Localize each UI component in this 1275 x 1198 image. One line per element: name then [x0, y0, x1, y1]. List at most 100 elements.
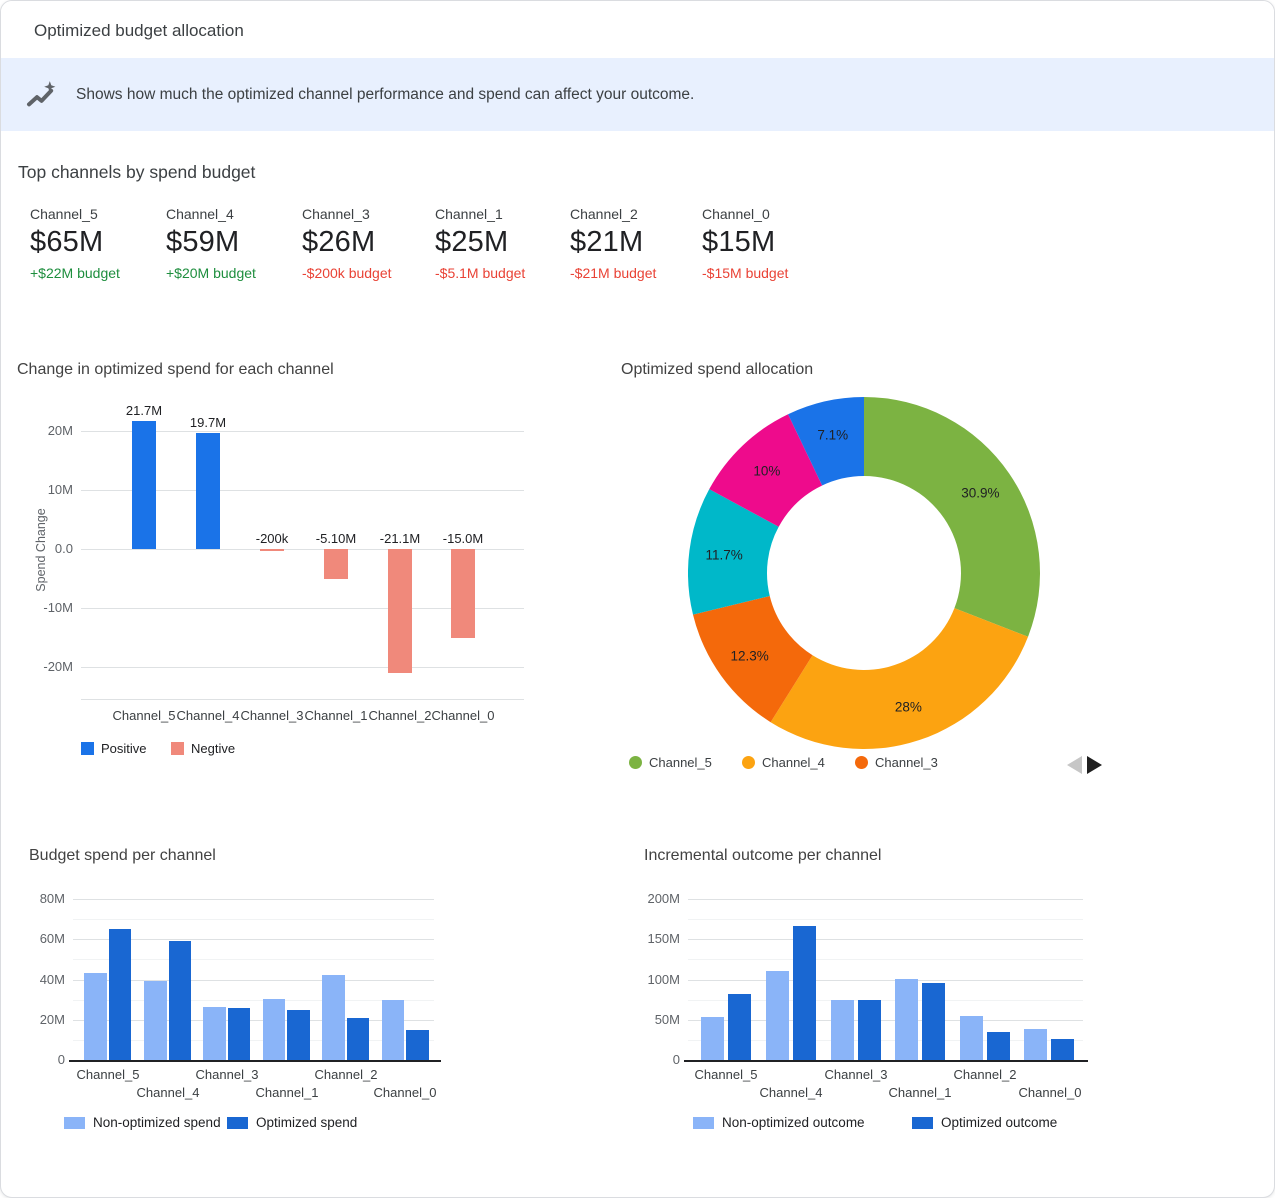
channel-card-channel_0[interactable]: Channel_0 $15M -$15M budget: [702, 206, 832, 281]
channel-name: Channel_1: [435, 206, 503, 222]
x-axis-label: Channel_3: [240, 708, 304, 723]
x-axis-label: Channel_4: [176, 708, 240, 723]
bar-channel_2-non-optimized[interactable]: [322, 975, 345, 1060]
gridline-minor: [688, 919, 1083, 921]
bar-value-label: -200k: [255, 531, 289, 546]
bar-channel_1-spend-change[interactable]: [324, 549, 348, 580]
legend-label: Optimized spend: [256, 1115, 358, 1130]
legend-item-optimized-spend[interactable]: Optimized spend: [227, 1115, 357, 1130]
bar-channel_0-non-optimized[interactable]: [1024, 1029, 1048, 1060]
donut-slice-channel_4[interactable]: [770, 608, 1029, 749]
x-axis-label: Channel_5: [76, 1067, 140, 1082]
x-axis-label: Channel_2: [368, 708, 432, 723]
legend-item-negative[interactable]: Negtive: [171, 741, 235, 756]
bar-value-label: -5.10M: [315, 531, 357, 546]
x-axis-label: Channel_3: [824, 1067, 888, 1082]
channel-card-channel_1[interactable]: Channel_1 $25M -$5.1M budget: [435, 206, 565, 281]
legend-label: Channel_4: [762, 755, 825, 770]
x-axis-label: Channel_1: [304, 708, 368, 723]
donut-slice-channel_5[interactable]: [864, 397, 1040, 637]
bar-channel_0-non-optimized[interactable]: [381, 999, 405, 1060]
donut-slice-channel_1[interactable]: [688, 489, 779, 615]
bar-channel_0-optimized[interactable]: [406, 1030, 429, 1060]
page-title: Optimized budget allocation: [34, 21, 244, 40]
chart-title: Change in optimized spend for each chann…: [17, 361, 334, 378]
x-axis-line: [69, 1060, 441, 1062]
bar-channel_3-non-optimized[interactable]: [203, 1007, 226, 1060]
legend-swatch: [171, 742, 184, 755]
channel-card-channel_2[interactable]: Channel_2 $21M -$21M budget: [570, 206, 700, 281]
bar-channel_4-optimized[interactable]: [793, 926, 816, 1060]
legend-item-channel-5[interactable]: Channel_5: [629, 755, 712, 770]
chart-title: Optimized spend allocation: [621, 361, 814, 378]
donut-slice-channel_0[interactable]: [788, 397, 864, 486]
y-tick-label: 60M: [39, 931, 65, 947]
gridline: [81, 549, 524, 550]
next-page-icon[interactable]: [1087, 756, 1102, 774]
bar-channel_3-optimized[interactable]: [227, 1007, 251, 1060]
gridline-minor: [688, 999, 1083, 1001]
legend-label: Optimized outcome: [941, 1115, 1058, 1130]
bar-channel_3-optimized[interactable]: [858, 1000, 881, 1060]
gridline: [688, 939, 1083, 941]
legend-swatch: [912, 1116, 933, 1129]
donut-slice-percentage: 12.3%: [730, 648, 769, 664]
bar-channel_5-non-optimized[interactable]: [84, 972, 107, 1060]
bar-channel_5-optimized[interactable]: [108, 929, 132, 1060]
bar-channel_3-spend-change[interactable]: [260, 549, 284, 551]
bar-channel_4-optimized[interactable]: [168, 941, 191, 1060]
bar-channel_5-non-optimized[interactable]: [701, 1016, 724, 1060]
legend-item-optimized-outcome[interactable]: Optimized outcome: [912, 1115, 1057, 1130]
channel-spend-value: $15M: [702, 226, 776, 258]
y-tick-label: 150M: [647, 931, 680, 947]
x-axis-label: Channel_0: [373, 1085, 437, 1100]
channel-spend-value: $59M: [166, 226, 240, 258]
bar-value-label: -15.0M: [442, 531, 484, 546]
donut-slice-channel_3[interactable]: [692, 595, 813, 723]
x-axis-label: Channel_0: [431, 708, 495, 723]
legend-item-non-optimized-spend[interactable]: Non-optimized spend: [64, 1115, 221, 1130]
chart-title: Incremental outcome per channel: [644, 847, 882, 864]
bar-channel_0-spend-change[interactable]: [451, 549, 475, 638]
bar-channel_4-non-optimized[interactable]: [766, 970, 789, 1060]
x-axis-line: [684, 1060, 1088, 1062]
channel-card-channel_4[interactable]: Channel_4 $59M +$20M budget: [166, 206, 296, 281]
gridline-minor: [688, 1039, 1083, 1041]
previous-page-icon[interactable]: [1067, 756, 1082, 774]
bar-channel_2-spend-change[interactable]: [388, 549, 412, 674]
bar-channel_1-optimized[interactable]: [287, 1009, 310, 1060]
bar-channel_2-non-optimized[interactable]: [959, 1015, 983, 1060]
legend-item-non-optimized-outcome[interactable]: Non-optimized outcome: [693, 1115, 865, 1130]
bar-channel_0-optimized[interactable]: [1051, 1039, 1075, 1060]
bar-channel_5-optimized[interactable]: [728, 993, 751, 1060]
gridline-minor: [73, 919, 434, 921]
channel-card-channel_5[interactable]: Channel_5 $65M +$22M budget: [30, 206, 160, 281]
gridline: [73, 899, 434, 900]
donut-slice-channel_2[interactable]: [709, 414, 823, 527]
bar-channel_2-optimized[interactable]: [346, 1017, 370, 1060]
legend-label: Negtive: [191, 741, 236, 756]
x-axis-label: Channel_1: [255, 1085, 319, 1100]
bar-channel_1-optimized[interactable]: [921, 982, 945, 1060]
bar-channel_3-non-optimized[interactable]: [831, 1000, 854, 1060]
channel-budget-delta: -$21M budget: [570, 265, 657, 281]
donut-slice-percentage: 30.9%: [961, 485, 1000, 501]
legend-label: Positive: [101, 741, 147, 756]
legend-item-channel-3[interactable]: Channel_3: [855, 755, 938, 770]
donut-slice-percentage: 11.7%: [705, 547, 743, 563]
bar-channel_5-spend-change[interactable]: [132, 420, 156, 549]
bar-channel_2-optimized[interactable]: [986, 1031, 1010, 1060]
gridline: [688, 899, 1083, 900]
bar-channel_4-spend-change[interactable]: [196, 432, 220, 549]
chart-spend-change: Change in optimized spend for each chann…: [17, 361, 567, 771]
legend-item-positive[interactable]: Positive: [81, 741, 147, 756]
y-tick-label: -20M: [43, 659, 73, 674]
channel-card-channel_3[interactable]: Channel_3 $26M -$200k budget: [302, 206, 432, 281]
y-tick-label: 100M: [647, 971, 680, 987]
bar-channel_1-non-optimized[interactable]: [262, 999, 286, 1060]
legend-label: Channel_3: [875, 755, 938, 770]
legend-item-channel-4[interactable]: Channel_4: [742, 755, 825, 770]
bar-channel_4-non-optimized[interactable]: [144, 980, 167, 1060]
bar-channel_1-non-optimized[interactable]: [894, 978, 918, 1060]
